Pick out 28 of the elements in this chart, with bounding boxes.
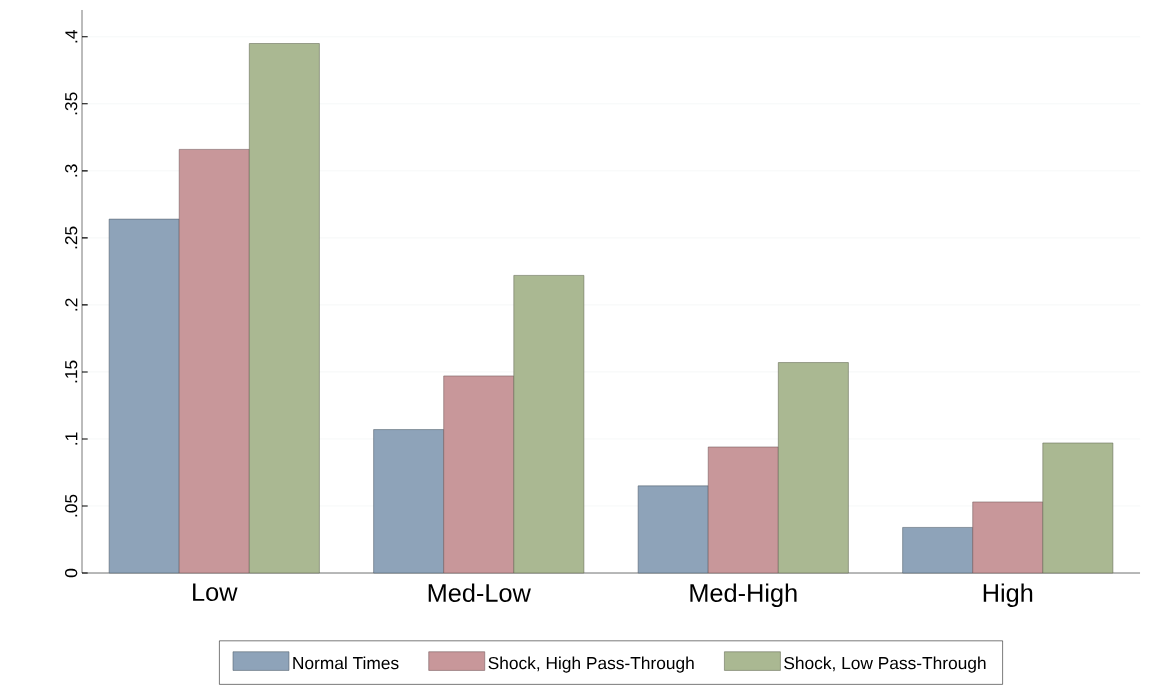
y-tick-label: .05 bbox=[65, 494, 78, 517]
bar bbox=[972, 501, 1044, 574]
bar bbox=[443, 375, 515, 574]
y-tick-label: .25 bbox=[65, 226, 78, 249]
bar bbox=[373, 429, 444, 574]
bar bbox=[707, 446, 779, 574]
y-tick-label: .35 bbox=[65, 92, 78, 115]
y-tick-label: 0 bbox=[65, 568, 78, 578]
x-tick-label: High bbox=[983, 583, 1033, 608]
bar bbox=[513, 275, 585, 574]
bar bbox=[108, 218, 180, 574]
x-tick-label: Med-High bbox=[690, 583, 797, 608]
y-tick-label: .4 bbox=[65, 30, 78, 43]
bar bbox=[778, 362, 849, 574]
y-tick-label: .1 bbox=[65, 432, 78, 445]
legend-label: Normal Times bbox=[293, 656, 399, 670]
x-tick-label: Med-Low bbox=[428, 583, 531, 603]
y-tick-label: .3 bbox=[65, 164, 78, 177]
bar bbox=[178, 149, 250, 574]
x-tick-label: Low bbox=[193, 583, 238, 602]
legend-label: Shock, High Pass-Through bbox=[488, 656, 694, 673]
legend-label: Shock, Low Pass-Through bbox=[784, 656, 986, 673]
y-tick-label: .15 bbox=[65, 360, 78, 383]
bar bbox=[637, 485, 709, 574]
bar bbox=[249, 43, 320, 574]
y-tick-label: .2 bbox=[65, 298, 78, 311]
bar bbox=[1042, 442, 1114, 574]
bar bbox=[902, 527, 973, 574]
